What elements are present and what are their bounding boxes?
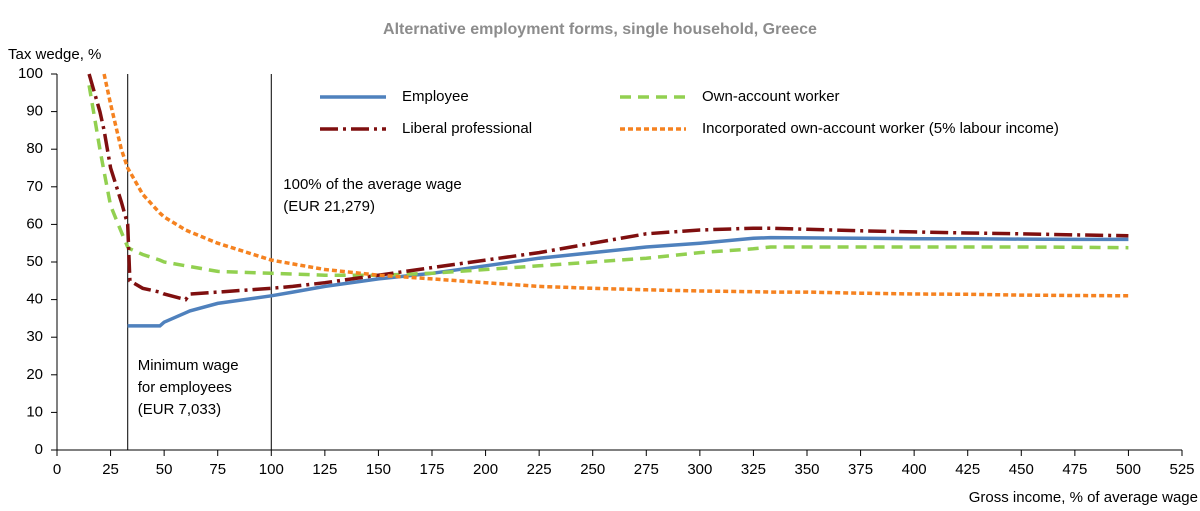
x-tick-label: 375: [848, 461, 873, 478]
x-tick-label: 200: [473, 461, 498, 478]
series-line: [87, 73, 1129, 302]
x-tick-label: 350: [794, 461, 819, 478]
x-tick-label: 325: [741, 461, 766, 478]
x-tick-label: 275: [634, 461, 659, 478]
y-tick-label: 50: [26, 253, 43, 270]
chart-title: Alternative employment forms, single hou…: [383, 21, 817, 38]
x-tick-label: 425: [955, 461, 980, 478]
legend-label: Incorporated own-account worker (5% labo…: [702, 120, 1059, 137]
y-tick-label: 40: [26, 291, 43, 308]
legend-label: Own-account worker: [702, 88, 840, 105]
x-tick-label: 300: [687, 461, 712, 478]
x-tick-label: 450: [1009, 461, 1034, 478]
annotation: Minimum wage: [138, 357, 239, 374]
y-tick-label: 100: [18, 65, 43, 82]
y-tick-label: 60: [26, 215, 43, 232]
y-tick-label: 0: [35, 441, 43, 458]
x-tick-label: 475: [1062, 461, 1087, 478]
x-tick-label: 525: [1169, 461, 1194, 478]
y-tick-label: 20: [26, 366, 43, 383]
annotation: 100% of the average wage: [283, 176, 461, 193]
legend-label: Employee: [402, 88, 469, 105]
x-tick-label: 400: [902, 461, 927, 478]
series-line: [87, 85, 1129, 277]
x-tick-label: 500: [1116, 461, 1141, 478]
x-tick-label: 225: [527, 461, 552, 478]
x-tick-label: 0: [53, 461, 61, 478]
annotation: (EUR 21,279): [283, 198, 375, 215]
y-tick-label: 90: [26, 103, 43, 120]
x-tick-label: 75: [209, 461, 226, 478]
legend-label: Liberal professional: [402, 120, 532, 137]
x-tick-label: 125: [312, 461, 337, 478]
series-line: [102, 73, 1129, 298]
y-tick-label: 30: [26, 328, 43, 345]
annotation: (EUR 7,033): [138, 401, 221, 418]
x-tick-label: 100: [259, 461, 284, 478]
y-tick-label: 70: [26, 178, 43, 195]
annotation: for employees: [138, 379, 232, 396]
x-axis-label: Gross income, % of average wage: [969, 489, 1198, 506]
x-tick-label: 250: [580, 461, 605, 478]
x-tick-label: 175: [419, 461, 444, 478]
x-tick-label: 150: [366, 461, 391, 478]
x-tick-label: 25: [102, 461, 119, 478]
x-tick-label: 50: [156, 461, 173, 478]
y-tick-label: 80: [26, 140, 43, 157]
y-tick-label: 10: [26, 403, 43, 420]
y-axis-label: Tax wedge, %: [8, 46, 101, 63]
series-line: [127, 235, 1129, 328]
